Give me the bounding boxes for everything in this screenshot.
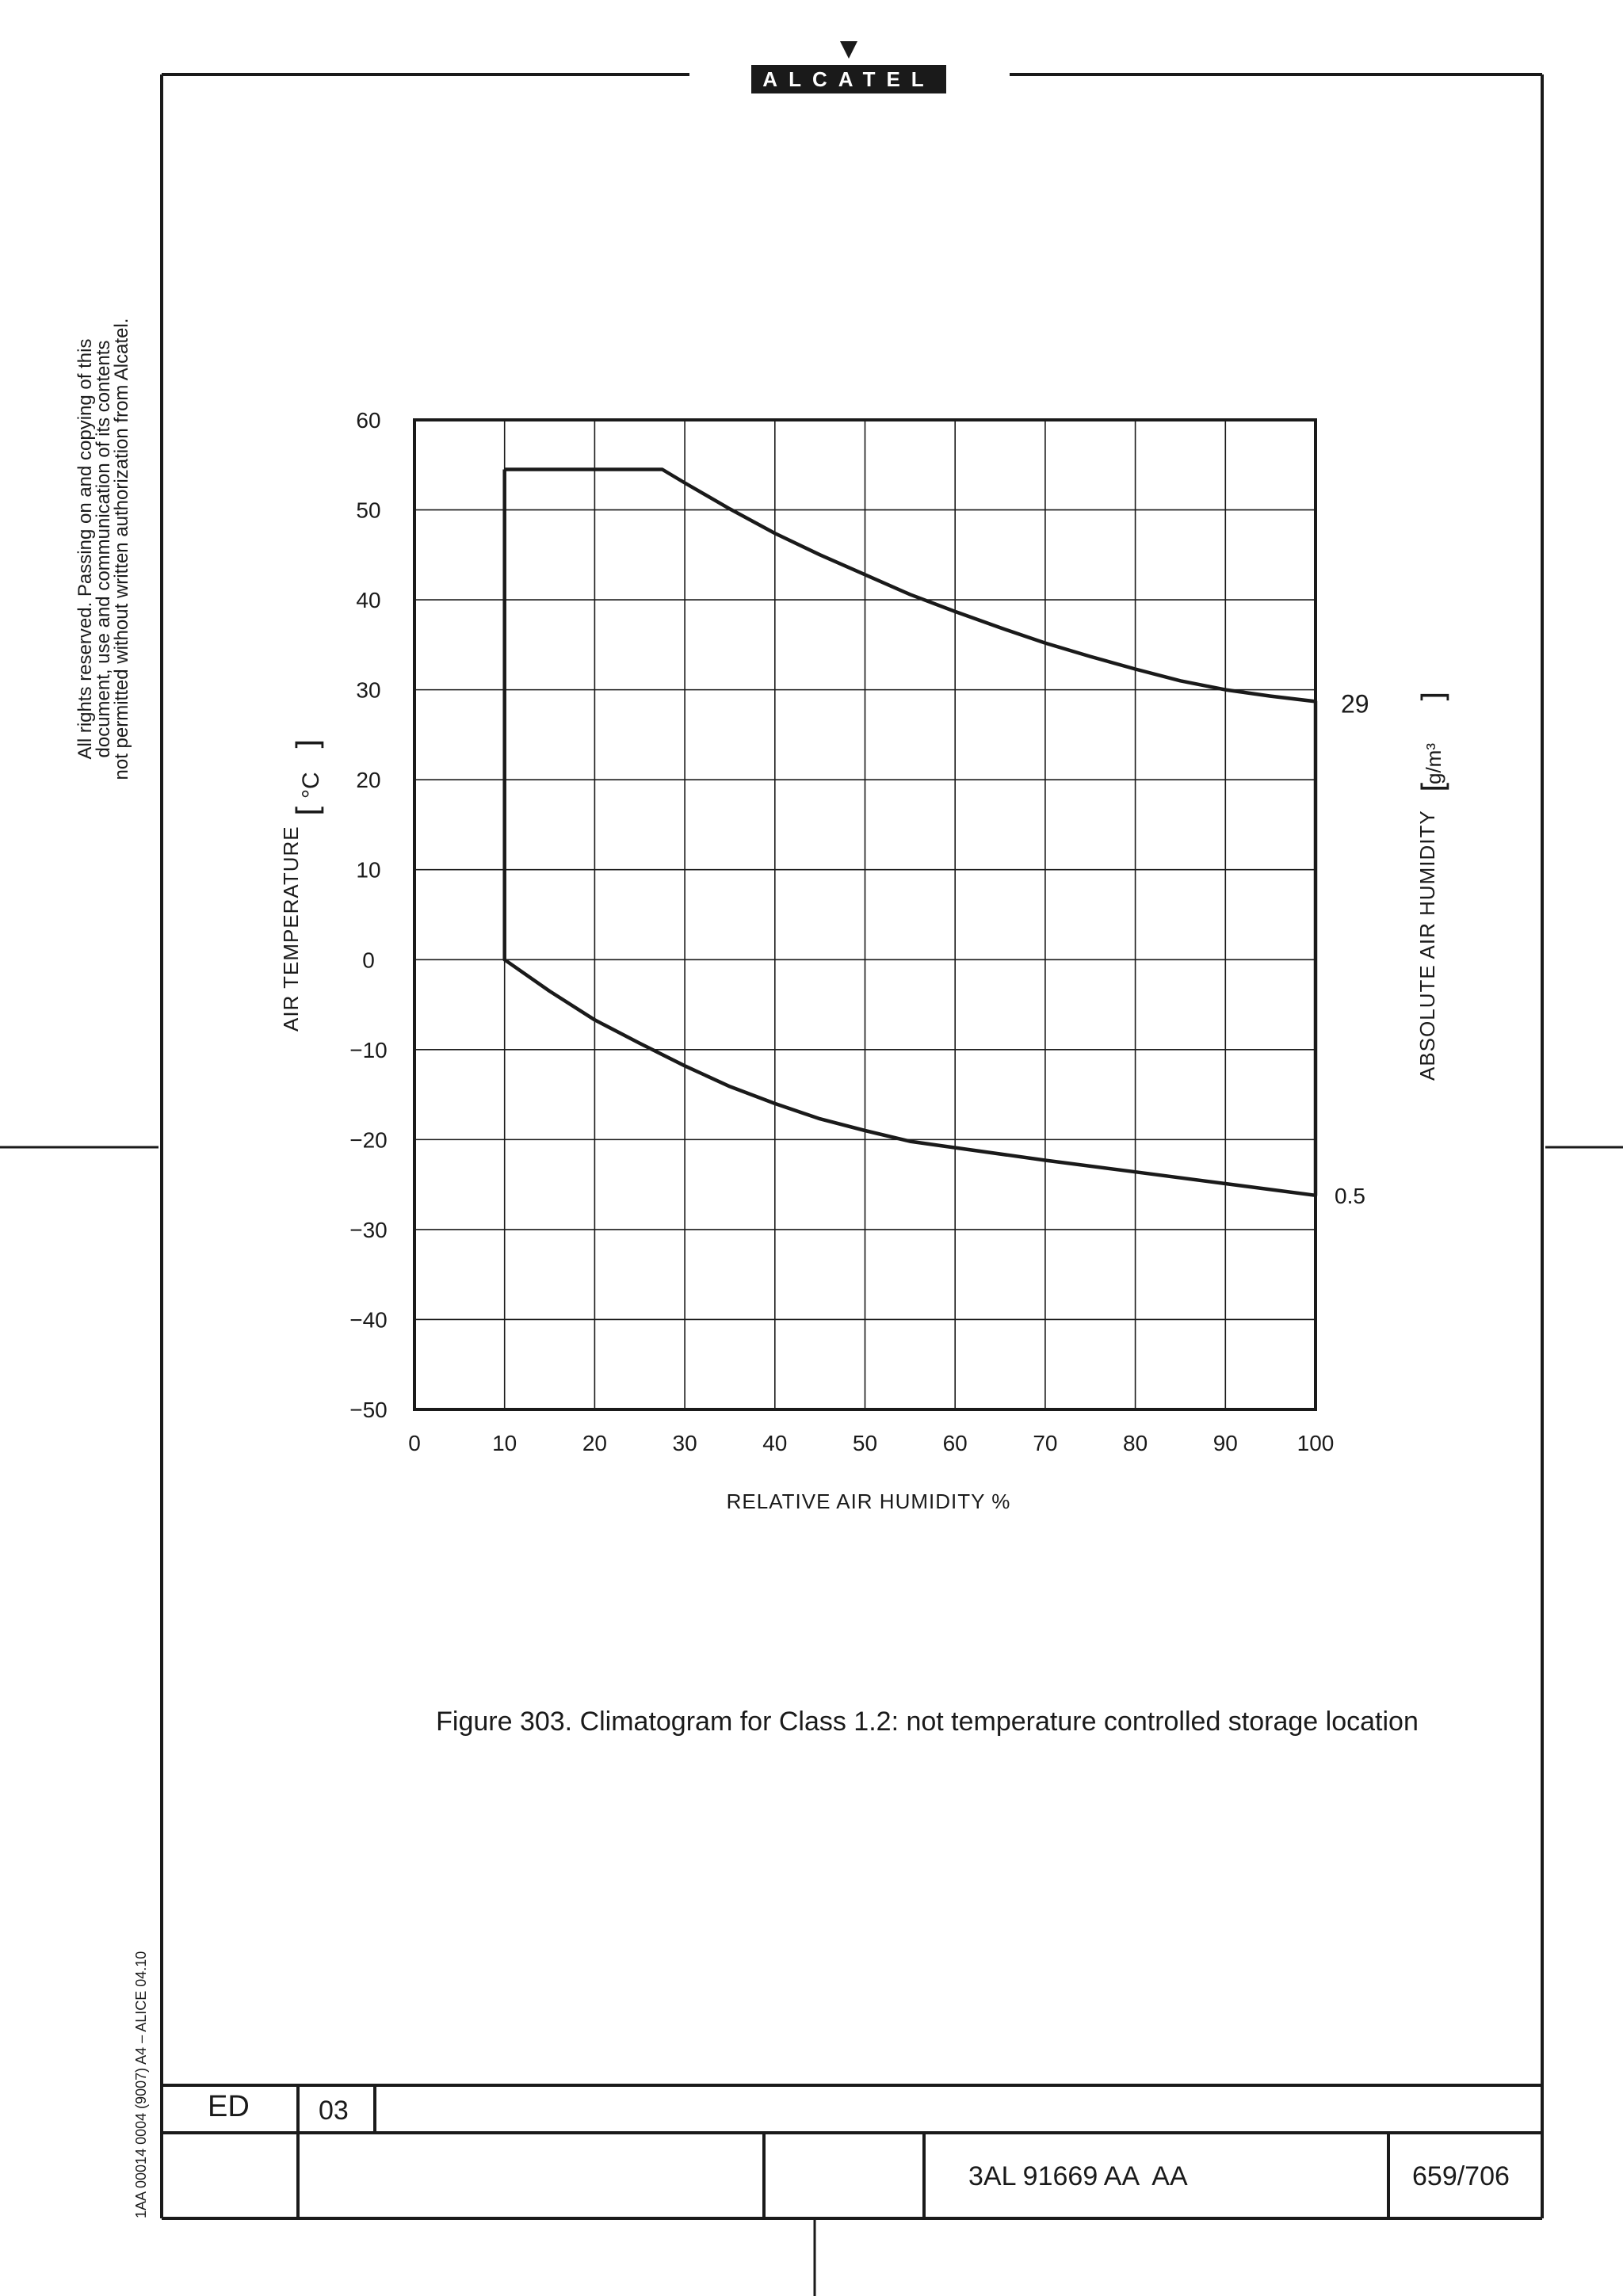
climate-envelope-line <box>502 467 1318 1198</box>
y2-unit-bracket-icon: ] <box>1416 691 1453 704</box>
ed-value: 03 <box>319 2096 349 2126</box>
document-number: 3AL 91669 AA AA <box>968 2161 1188 2191</box>
logo-plate <box>751 65 946 93</box>
annotation-label: 29 <box>1341 689 1369 718</box>
page-number: 659/706 <box>1412 2161 1510 2191</box>
cut-marks <box>0 1146 1623 2296</box>
x-tick-label: 70 <box>1033 1431 1057 1455</box>
annotation-labels: 290.5 <box>1335 689 1369 1207</box>
copyright-line-2: document, use and communication of its c… <box>93 340 114 758</box>
x-tick-label: 20 <box>582 1431 607 1455</box>
x-tick-labels: 0 10 20 30 40 50 60 70 80 90 100 <box>408 1431 1334 1455</box>
y-tick-label: 20 <box>356 768 380 792</box>
x-tick-label: 60 <box>943 1431 968 1455</box>
x-tick-label: 50 <box>853 1431 877 1455</box>
y-tick-label: 0 <box>362 948 375 972</box>
y-tick-label: −20 <box>349 1127 388 1152</box>
series-layer <box>502 467 1318 1198</box>
frame-lines <box>160 73 1544 2220</box>
y-tick-label: 10 <box>356 858 380 883</box>
y2-axis-unit: g/m³ <box>1422 743 1445 784</box>
x-tick-label: 100 <box>1297 1431 1335 1455</box>
y-tick-label: −40 <box>349 1307 388 1332</box>
x-tick-label: 0 <box>408 1431 421 1455</box>
ed-label: ED <box>208 2090 250 2123</box>
form-code: 1AA 00014 0004 (9007) A4 – ALICE 04.10 <box>133 1951 149 2218</box>
x-tick-label: 10 <box>492 1431 517 1455</box>
grid-vertical <box>414 420 1316 1409</box>
y2-axis-label: ABSOLUTE AIR HUMIDITY <box>1415 810 1439 1081</box>
copyright-line-1: All rights reserved. Passing on and copy… <box>74 338 96 760</box>
x-tick-label: 80 <box>1123 1431 1148 1455</box>
copyright-notice: All rights reserved. Passing on and copy… <box>74 276 132 822</box>
y-tick-label: −50 <box>349 1398 388 1422</box>
x-tick-label: 30 <box>673 1431 697 1455</box>
x-axis-label: RELATIVE AIR HUMIDITY % <box>727 1489 1011 1513</box>
y-unit-bracket-icon: ] <box>291 738 327 751</box>
y-unit-bracket-icon: [ <box>291 803 327 816</box>
y-tick-label: 50 <box>356 498 380 523</box>
logo-text: ALCATEL <box>762 67 934 91</box>
y-tick-label: 40 <box>356 588 380 612</box>
x-tick-label: 40 <box>762 1431 787 1455</box>
y-tick-label: 30 <box>356 678 380 703</box>
alcatel-logo: ALCATEL <box>751 41 946 93</box>
y-tick-label: −30 <box>349 1218 388 1242</box>
y-tick-labels: 60 50 40 30 20 10 0 −10 −20 −30 −40 −50 <box>349 408 388 1422</box>
y-tick-label: −10 <box>349 1038 388 1062</box>
annotation-label: 0.5 <box>1335 1184 1365 1208</box>
logo-triangle-icon <box>840 41 857 59</box>
y2-unit-bracket-icon: [ <box>1416 780 1453 792</box>
y-axis-label: AIR TEMPERATURE <box>279 826 303 1032</box>
y-tick-label: 60 <box>356 408 380 433</box>
x-tick-label: 90 <box>1213 1431 1238 1455</box>
copyright-line-3: not permitted without written authorizat… <box>111 318 132 780</box>
climatogram-chart: 0 10 20 30 40 50 60 70 80 90 100 6050403020100−10−… <box>291 408 1453 1513</box>
title-block-grid <box>162 2084 1542 2218</box>
figure-caption: Figure 303. Climatogram for Class 1.2: n… <box>436 1707 1419 1737</box>
y-axis-unit: °C <box>298 772 324 799</box>
